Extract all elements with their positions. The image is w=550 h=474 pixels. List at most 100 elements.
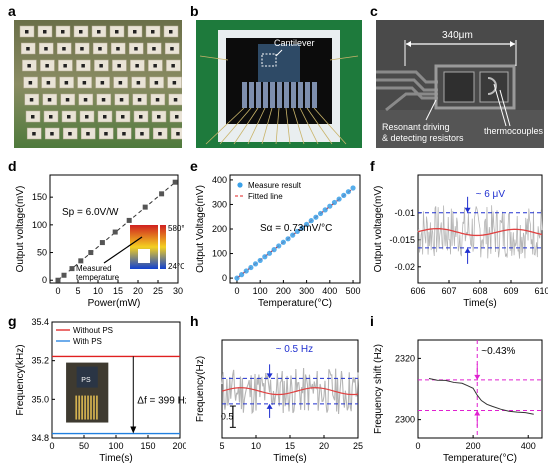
chip-sensor [81,64,85,68]
data-point [327,203,333,209]
arrow-bottom-head [474,410,481,416]
data-point [112,229,118,235]
chip-sensor [49,115,53,119]
chart-f: 606 607 608 609 610 -0.01 -0.015 -0.02 Time(s) Ou… [373,174,548,309]
y-tick-label: -0.02 [394,262,415,272]
chip-sensor [151,30,155,34]
x-axis-label: Time(s) [273,453,307,464]
x-tick-label: 5 [75,286,80,296]
panel-letter-b: b [190,3,199,19]
chip-sensor [103,115,107,119]
delta-annotation: Δf = 399 Hz [137,395,186,406]
chip-sensor [171,64,175,68]
data-point [290,232,296,238]
inset-max-label: 580°C [168,224,184,233]
y-tick-label: 300 [212,199,227,209]
scale-bar-label: 0.5 [221,412,234,422]
panel-letter-h: h [190,313,199,329]
chip-sensor [79,30,83,34]
x-tick-label: 0 [55,286,60,296]
data-point [331,199,338,206]
arrow-top-head [266,373,273,379]
chart-e: 0 100 200 300 400 500 0 100 200 300 400 Temperature… [195,174,361,309]
bond-pad [256,82,261,108]
y-tick-label: 2300 [395,415,415,425]
chart-h: 5 10 15 20 25 Time(s) Frequency(Hz) ~ 0.5 Hz 0.5 [195,339,363,464]
chip-sensor [83,98,88,102]
chip-sensor [63,64,67,68]
y-axis-label: Output voltage(mV) [15,186,26,273]
x-tick-label: 606 [410,286,425,296]
chip-sensor [82,81,87,85]
data-point [271,247,277,253]
inset-pin [87,395,89,420]
x-tick-label: 609 [503,286,518,296]
plot-frame [417,339,543,439]
panel-letter-e: e [190,158,198,174]
data-point [341,192,347,198]
chip-sensor [32,132,36,136]
chip-sensor [26,47,30,51]
data-point [257,257,263,264]
inset-pin [78,395,81,420]
bond-pad [305,82,310,108]
y-tick-label: 100 [32,220,47,230]
chip-sensor [43,30,47,34]
x-tick-label: 400 [521,441,536,451]
chip-sensor [97,30,101,34]
data-point [239,272,245,278]
bond-wire [292,107,305,145]
x-tick-label: 15 [113,286,123,296]
chip-sensor [119,98,124,102]
chip-sensor [67,115,71,119]
x-tick-label: 15 [285,441,295,451]
x-tick-label: 0 [415,441,420,451]
chip-sensor [175,115,179,119]
chip-sensor [115,30,119,34]
bond-wire [233,107,259,145]
package-photo-drawing: Cantilever [196,20,362,148]
thermal-inset-hole [138,249,150,263]
chip-sensor [170,47,174,51]
inset-pin [96,395,98,420]
bond-wire [285,107,291,145]
bond-pad [284,82,289,108]
chip-sensor [172,81,177,85]
sem-image-drawing: 340μm Resonant driving & detecting resis… [376,20,544,148]
data-point [304,221,310,227]
chip-sensor [133,30,137,34]
x-tick-label: 300 [299,286,314,296]
data-point [294,228,300,235]
data-point [313,214,319,220]
chip-sensor [64,81,69,85]
inset-pin [93,395,95,420]
frequency-trace [428,378,534,415]
data-point [248,264,254,271]
inset-pin [81,395,83,420]
inset-chip [76,366,98,388]
data-point [336,196,342,202]
delta-arrow-head [130,426,137,434]
chip-sensor [86,132,90,136]
inset-pin [90,395,92,420]
data-point [317,210,324,217]
chip-sensor [85,115,89,119]
chip-sensor [137,98,142,102]
bond-wire [329,55,359,61]
data-point [276,243,282,249]
fit-line [57,181,177,281]
x-tick-label: 607 [441,286,456,296]
chip-sensor [25,30,29,34]
bond-wire [299,107,319,145]
noise-trace [417,205,543,259]
chip-sensor [118,81,123,85]
y-tick-label: 50 [37,248,47,258]
bond-wire [199,55,229,61]
y-axis-label: Frequency(Hz) [195,356,206,422]
inset-note-1: Measured [76,264,112,273]
x-tick-label: 25 [153,286,163,296]
legend-marker-measure [237,182,243,188]
data-point [243,268,249,274]
x-axis-label: Power(mW) [88,298,141,309]
y-axis-label: Output voltage(mV) [373,186,384,273]
